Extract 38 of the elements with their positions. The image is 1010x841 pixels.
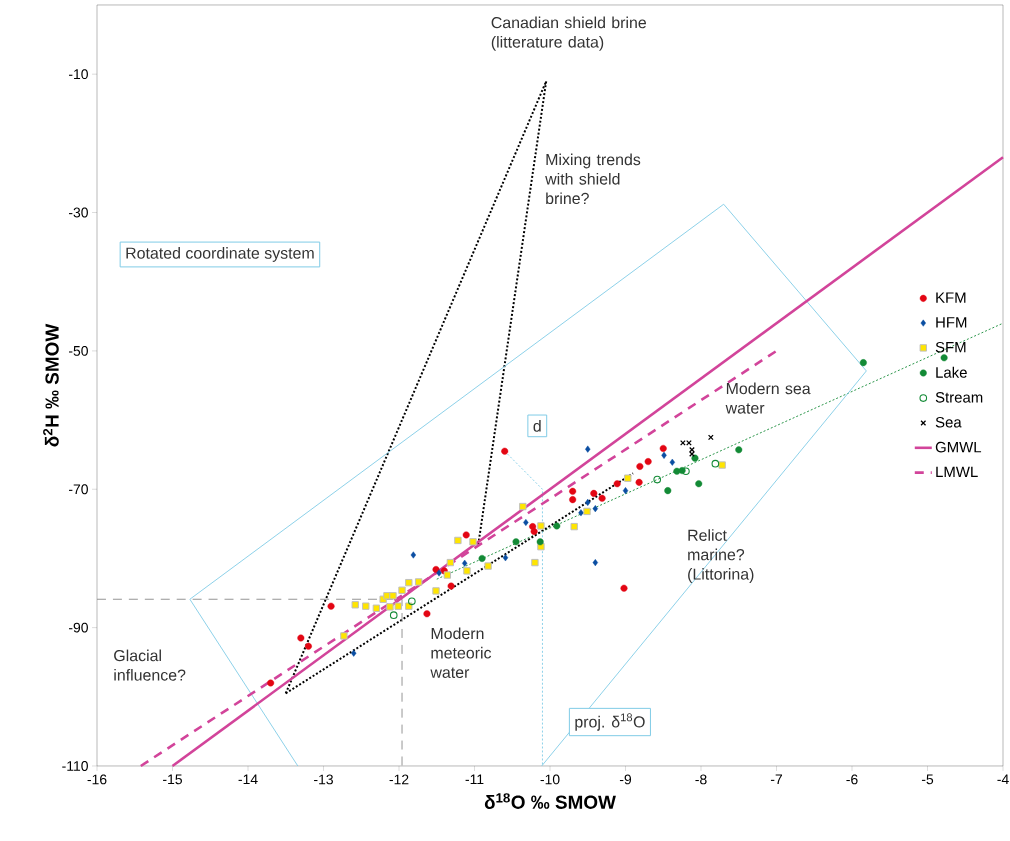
y-tick-label: -90 bbox=[68, 622, 88, 633]
x-tick-label: -11 bbox=[465, 774, 484, 785]
annotation: Relict marine? (Littorina) bbox=[688, 529, 754, 583]
y-tick-label: -70 bbox=[68, 484, 88, 495]
annotation: Mixing trends with shield brine? bbox=[545, 153, 641, 205]
x-tick-label: -14 bbox=[238, 774, 258, 785]
x-tick-label: -15 bbox=[163, 774, 182, 785]
x-axis-title: δ$^{18}$O ‰ SMOW bbox=[484, 793, 616, 809]
x-tick-label: -5 bbox=[921, 774, 934, 785]
x-tick-label: -13 bbox=[314, 774, 333, 785]
legend-label: HFM bbox=[936, 317, 967, 328]
legend-label: LMWL bbox=[936, 466, 978, 477]
x-tick-label: -16 bbox=[87, 774, 107, 785]
y-axis-title: δ$^{2}$H ‰ SMOW bbox=[43, 323, 59, 447]
annotation: proj. δ$^{18}$O bbox=[575, 713, 645, 731]
legend-label: Stream bbox=[935, 392, 983, 403]
x-tick-label: -7 bbox=[770, 774, 783, 785]
legend-label: Lake bbox=[936, 366, 967, 378]
x-tick-label: -12 bbox=[389, 774, 409, 785]
annotation: Modern sea water bbox=[725, 382, 811, 414]
x-tick-label: -8 bbox=[695, 774, 707, 785]
annotation: d bbox=[533, 420, 541, 432]
y-tick-label: -110 bbox=[62, 761, 88, 771]
legend-label: Sea bbox=[935, 416, 962, 428]
x-tick-label: -10 bbox=[540, 774, 560, 785]
annotation: Canadian shield brine (litterature data) bbox=[491, 16, 647, 51]
x-tick-label: -4 bbox=[997, 774, 1009, 785]
y-tick-label: -30 bbox=[68, 207, 88, 218]
y-tick-label: -50 bbox=[68, 345, 88, 356]
legend-label: SFM bbox=[935, 341, 966, 353]
annotation: Glacial influence? bbox=[114, 649, 186, 681]
annotation: Modern meteoric water bbox=[430, 627, 492, 678]
x-tick-label: -9 bbox=[619, 774, 632, 785]
legend-label: GMWL bbox=[935, 441, 982, 453]
legend-label: KFM bbox=[936, 292, 966, 303]
x-tick-label: -6 bbox=[846, 774, 858, 785]
annotation: Rotated coordinate system bbox=[126, 247, 314, 262]
y-tick-label: -10 bbox=[68, 69, 88, 80]
